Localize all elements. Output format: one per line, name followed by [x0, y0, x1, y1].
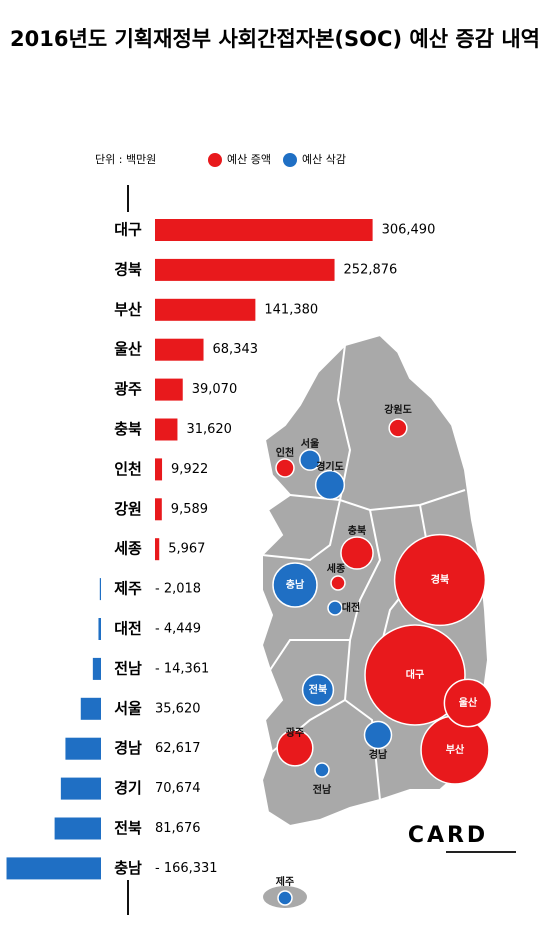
bubble — [363, 720, 393, 750]
bubble-label: 인천 — [276, 446, 294, 459]
bubble — [388, 418, 408, 438]
bubble-label: 경북 — [431, 573, 449, 586]
bar — [155, 338, 204, 361]
bubble — [393, 533, 487, 627]
category-label: 광주 — [114, 380, 142, 398]
value-label: - 2,018 — [155, 582, 201, 597]
legend-label: 예산 삭감 — [302, 153, 346, 166]
bubble — [276, 729, 314, 767]
bar — [98, 618, 101, 640]
value-label: - 14,361 — [155, 661, 209, 676]
bubble-label: 경기도 — [316, 460, 344, 473]
category-label: 충남 — [114, 859, 142, 877]
category-label: 경남 — [114, 739, 142, 757]
bar — [155, 538, 160, 561]
bubble — [443, 678, 493, 728]
value-label: 81,676 — [155, 821, 201, 836]
value-label: 35,620 — [155, 701, 201, 716]
bubble — [327, 600, 343, 616]
value-label: 31,620 — [186, 422, 232, 437]
bubble-label: 세종 — [327, 562, 345, 575]
bar — [60, 777, 101, 800]
category-label: 강원 — [114, 500, 142, 518]
bar — [92, 657, 101, 680]
value-label: - 166,331 — [155, 861, 218, 876]
category-label: 부산 — [114, 300, 142, 318]
bar — [99, 578, 101, 601]
bubble-label: 전남 — [313, 783, 332, 796]
bubble — [277, 890, 293, 906]
bubble-label: 제주 — [276, 875, 294, 888]
bubble-label: 충북 — [348, 524, 366, 537]
bubble — [330, 575, 346, 591]
value-label: 70,674 — [155, 781, 201, 796]
bar — [155, 418, 178, 441]
value-label: - 4,449 — [155, 622, 201, 637]
bar — [155, 498, 162, 521]
bubble — [275, 458, 295, 478]
bubble-label: 경남 — [369, 748, 388, 761]
bar — [155, 378, 183, 401]
value-label: 306,490 — [382, 223, 436, 238]
bubble — [301, 673, 335, 707]
bubble-label: 부산 — [446, 743, 465, 756]
legend-label: 예산 증액 — [227, 153, 271, 166]
bubble-label: 강원도 — [384, 403, 412, 416]
category-label: 대전 — [114, 620, 142, 638]
legend-marker — [208, 153, 222, 167]
category-label: 충북 — [114, 420, 142, 438]
category-label: 인천 — [114, 460, 142, 478]
value-label: 39,070 — [192, 382, 238, 397]
category-label: 울산 — [114, 340, 142, 358]
value-label: 62,617 — [155, 741, 201, 756]
bubble-label: 서울 — [301, 437, 319, 450]
bubble — [340, 536, 374, 570]
bubble — [272, 562, 318, 608]
category-label: 제주 — [114, 580, 142, 598]
value-label: 9,922 — [171, 462, 208, 477]
category-label: 대구 — [114, 221, 142, 239]
bar — [80, 697, 101, 720]
watermark: CARD — [408, 823, 488, 848]
category-label: 전북 — [114, 819, 142, 837]
bar — [54, 817, 101, 840]
bubble — [364, 624, 466, 726]
value-label: 5,967 — [168, 542, 205, 557]
bubble — [314, 469, 346, 501]
category-label: 세종 — [114, 540, 142, 558]
unit-label: 단위 : 백만원 — [95, 153, 156, 166]
bubble-label: 대구 — [406, 668, 424, 681]
category-label: 전남 — [114, 659, 142, 677]
bar — [155, 219, 373, 241]
value-label: 9,589 — [171, 502, 208, 517]
bar — [155, 458, 163, 481]
bubble — [299, 449, 321, 471]
legend-marker — [283, 153, 297, 167]
chart-title: 2016년도 기획재정부 사회간접자본(SOC) 예산 증감 내역 — [10, 27, 540, 51]
category-label: 서울 — [114, 699, 142, 717]
bar — [65, 737, 101, 760]
category-label: 경북 — [114, 260, 142, 278]
bar — [155, 298, 256, 321]
value-label: 68,343 — [213, 342, 259, 357]
bubble-label: 전북 — [309, 683, 327, 696]
value-label: 141,380 — [264, 302, 318, 317]
bubble-label: 대전 — [342, 601, 360, 614]
bubble-label: 울산 — [459, 696, 478, 709]
bubble-label: 충남 — [286, 578, 305, 591]
bar — [6, 857, 101, 880]
bubble-label: 광주 — [286, 727, 304, 739]
bar — [155, 258, 335, 281]
category-label: 경기 — [114, 779, 142, 797]
value-label: 252,876 — [344, 262, 398, 277]
bubble — [314, 762, 330, 778]
